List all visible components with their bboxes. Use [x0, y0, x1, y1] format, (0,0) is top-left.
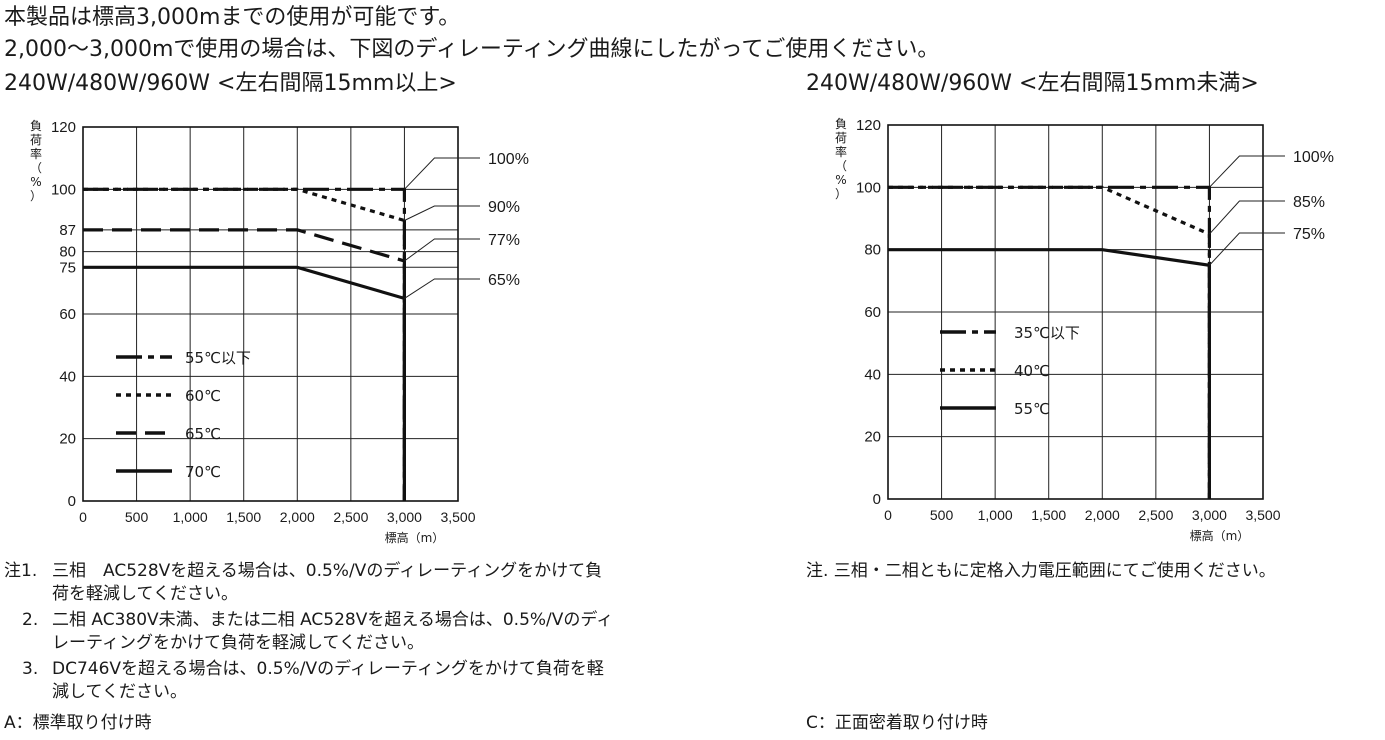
- left-x-axis-label: 標高（m）: [385, 530, 445, 545]
- right-annotation-leader: [1209, 232, 1285, 266]
- left-y-tick-label: 120: [51, 119, 76, 136]
- right-y-axis-label-char: 率: [835, 144, 847, 159]
- left-legend-label: 55℃以下: [185, 349, 251, 367]
- left-y-tick-label: 80: [59, 244, 76, 261]
- left-annotation-label: 77%: [488, 232, 520, 249]
- note-1-line-1: 三相 AC528Vを超える場合は、0.5%/Vのディレーティングをかけて負: [52, 561, 603, 581]
- left-y-tick-label: 100: [51, 181, 76, 198]
- left-annotation-label: 100%: [488, 151, 529, 168]
- note-2-line-2: レーティングをかけて負荷を軽減してください。: [52, 633, 424, 653]
- intro-line-1: 本製品は標高3,000mまでの使用が可能です。: [4, 5, 461, 30]
- caption-c: C：正面密着取り付け時: [806, 713, 988, 733]
- right-y-axis-label-char: %: [835, 173, 846, 187]
- note-2-line-1: 二相 AC380V未満、または二相 AC528Vを超える場合は、0.5%/Vのデ…: [52, 610, 614, 630]
- right-x-tick-label: 1,500: [1031, 507, 1066, 523]
- left-x-tick-label: 3,500: [440, 509, 475, 525]
- left-x-tick-label: 0: [79, 509, 87, 525]
- right-legend-label: 35℃以下: [1014, 324, 1080, 342]
- left-series-line-2: [83, 228, 406, 501]
- left-annotation-leader: [404, 238, 480, 262]
- note-1-label: 注1.: [4, 561, 38, 581]
- left-legend-label: 60℃: [185, 387, 221, 405]
- intro-line-2: 2,000〜3,000mで使用の場合は、下図のディレーティング曲線にしたがってご…: [4, 37, 940, 62]
- right-y-axis-label-char: 荷: [835, 131, 847, 145]
- note-2-label: 2.: [22, 610, 39, 630]
- right-y-tick-label: 60: [864, 304, 881, 321]
- right-x-tick-label: 1,000: [978, 507, 1013, 523]
- left-y-tick-label: 40: [59, 368, 76, 385]
- left-y-tick-label: 87: [59, 222, 76, 239]
- right-x-tick-label: 2,000: [1085, 507, 1120, 523]
- right-y-axis-label-char: ）: [835, 187, 847, 201]
- right-y-tick-label: 120: [856, 117, 881, 134]
- left-y-tick-label: 75: [59, 259, 76, 276]
- right-x-tick-label: 500: [930, 507, 954, 523]
- left-y-axis-label-char: 率: [30, 146, 42, 161]
- right-y-tick-label: 20: [864, 429, 881, 446]
- left-series-line-0: [83, 187, 406, 501]
- right-plot-frame: [887, 124, 1264, 500]
- left-x-tick-label: 3,000: [387, 509, 422, 525]
- right-annotation-label: 100%: [1293, 149, 1334, 166]
- right-x-axis-label: 標高（m）: [1190, 528, 1250, 543]
- chart-left-title: 240W/480W/960W <左右間隔15mm以上>: [4, 71, 457, 96]
- left-x-tick-label: 500: [125, 509, 149, 525]
- right-legend-label: 55℃: [1014, 400, 1050, 418]
- right-x-tick-label: 2,500: [1138, 507, 1173, 523]
- left-x-tick-label: 2,000: [280, 509, 315, 525]
- left-annotation-label: 65%: [488, 272, 520, 289]
- note-3-line-1: DC746Vを超える場合は、0.5%/Vのディレーティングをかけて負荷を軽: [52, 659, 604, 679]
- right-y-tick-label: 40: [864, 366, 881, 383]
- left-y-tick-label: 60: [59, 306, 76, 323]
- right-y-tick-label: 80: [864, 242, 881, 259]
- note-1-line-2: 荷を軽減してください。: [52, 584, 238, 604]
- left-y-tick-label: 0: [68, 493, 76, 510]
- left-x-tick-label: 1,500: [226, 509, 261, 525]
- left-x-tick-label: 1,000: [173, 509, 208, 525]
- right-y-tick-label: 100: [856, 179, 881, 196]
- left-x-tick-label: 2,500: [333, 509, 368, 525]
- caption-a: A：標準取り付け時: [4, 713, 152, 733]
- left-annotation-leader: [404, 278, 480, 299]
- right-y-tick-label: 0: [873, 491, 881, 508]
- right-annotation-leader: [1209, 200, 1285, 235]
- note-3-line-2: 減してください。: [52, 682, 187, 702]
- left-annotation-label: 90%: [488, 199, 520, 216]
- left-annotation-leader: [404, 157, 480, 190]
- right-y-axis-label-char: （: [835, 159, 847, 173]
- chart-right-title: 240W/480W/960W <左右間隔15mm未満>: [806, 71, 1259, 96]
- right-x-tick-label: 3,500: [1245, 507, 1280, 523]
- right-x-tick-label: 0: [884, 507, 892, 523]
- left-y-axis-label-char: ）: [30, 189, 42, 203]
- right-y-axis-label-char: 負: [835, 117, 847, 131]
- left-y-axis-label-char: 荷: [30, 133, 42, 147]
- left-legend-label: 65℃: [185, 425, 221, 443]
- note-right: 注. 三相・二相ともに定格入力電圧範囲にてご使用ください。: [806, 561, 1276, 581]
- note-3-label: 3.: [22, 659, 39, 679]
- right-annotation-leader: [1209, 155, 1285, 188]
- left-y-axis-label-char: %: [30, 175, 41, 189]
- left-y-axis-label-char: 負: [30, 119, 42, 133]
- right-annotation-label: 75%: [1293, 226, 1325, 243]
- right-x-tick-label: 3,000: [1192, 507, 1227, 523]
- left-series-line-1: [83, 187, 406, 501]
- left-y-axis-label-char: （: [30, 161, 42, 175]
- left-y-tick-label: 20: [59, 431, 76, 448]
- left-annotation-leader: [404, 205, 480, 221]
- right-series-line-0: [888, 185, 1212, 499]
- right-legend-label: 40℃: [1014, 362, 1050, 380]
- right-annotation-label: 85%: [1293, 194, 1325, 211]
- left-legend-label: 70℃: [185, 463, 221, 481]
- left-plot-frame: [82, 126, 459, 502]
